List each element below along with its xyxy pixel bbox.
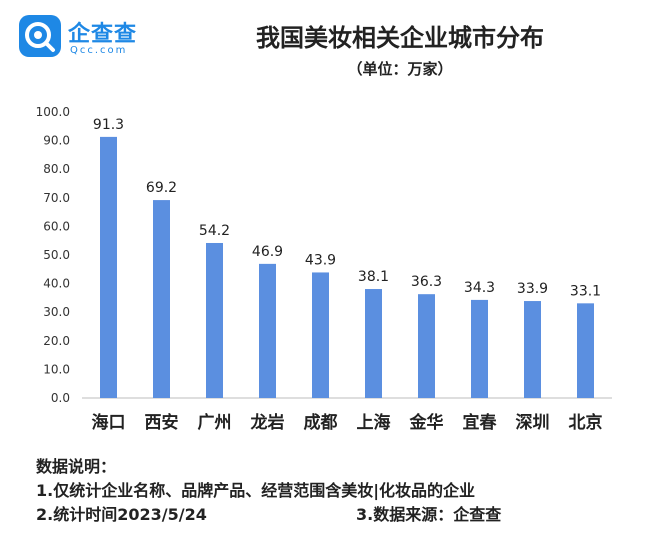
notes-line-3: 3.数据来源：企查查 [356,505,502,524]
data-notes: 数据说明： 1.仅统计企业名称、品牌产品、经营范围含美妆|化妆品的企业 2.统计… [36,455,636,527]
brand-name: 企查查 [68,22,138,47]
notes-line-1: 1.仅统计企业名称、品牌产品、经营范围含美妆|化妆品的企业 [36,481,476,500]
bar-value-label: 38.1 [358,269,389,285]
brand-domain: Qcc.com [70,45,128,56]
bar-value-label: 33.1 [570,283,601,299]
chart-title: 我国美妆相关企业城市分布 [256,24,544,52]
x-tick-label: 北京 [569,412,603,433]
x-tick-label: 上海 [357,412,391,433]
brand-logo: 企查查 Qcc.com [18,14,178,62]
y-tick-label: 70.0 [43,191,70,205]
x-tick-label: 海口 [92,412,126,433]
qcc-logo-icon [19,15,61,57]
bar [524,301,541,398]
bar-value-label: 91.3 [93,117,124,133]
bar [471,299,488,398]
bar [418,294,435,398]
bar [312,272,329,398]
bar-value-label: 43.9 [305,252,336,268]
y-tick-label: 50.0 [43,248,70,262]
bar [153,200,170,398]
y-tick-label: 100.0 [36,105,70,119]
notes-heading: 数据说明： [36,457,117,476]
x-tick-label: 宜春 [463,412,497,433]
x-tick-label: 龙岩 [250,412,285,433]
bar-value-label: 33.9 [517,281,548,297]
bar-value-label: 34.3 [464,280,495,296]
y-tick-label: 10.0 [43,362,70,376]
bar [100,136,117,398]
y-tick-label: 0.0 [51,391,70,405]
y-tick-label: 30.0 [43,305,70,319]
x-tick-label: 成都 [304,412,338,433]
chart-unit-subtitle: （单位：万家） [347,60,453,78]
y-tick-label: 20.0 [43,334,70,348]
bar-value-label: 69.2 [146,180,177,196]
bar-value-label: 46.9 [252,244,283,260]
bar-value-label: 54.2 [199,223,230,239]
y-tick-label: 40.0 [43,277,70,291]
x-tick-label: 广州 [198,412,232,433]
y-tick-label: 90.0 [43,134,70,148]
notes-line-2: 2.统计时间2023/5/24 [36,505,207,524]
x-tick-label: 深圳 [516,412,550,433]
bar [365,289,382,398]
bar-chart: 0.0 10.0 20.0 30.0 40.0 50.0 60.0 70.0 80.0 90.0 1… [36,105,612,433]
x-tick-label: 金华 [409,412,444,433]
y-tick-label: 60.0 [43,219,70,233]
bar-value-label: 36.3 [411,274,442,290]
x-tick-label: 西安 [145,412,179,433]
bar [577,303,594,398]
y-tick-label: 80.0 [43,162,70,176]
bar [259,263,276,398]
bar [206,242,223,398]
